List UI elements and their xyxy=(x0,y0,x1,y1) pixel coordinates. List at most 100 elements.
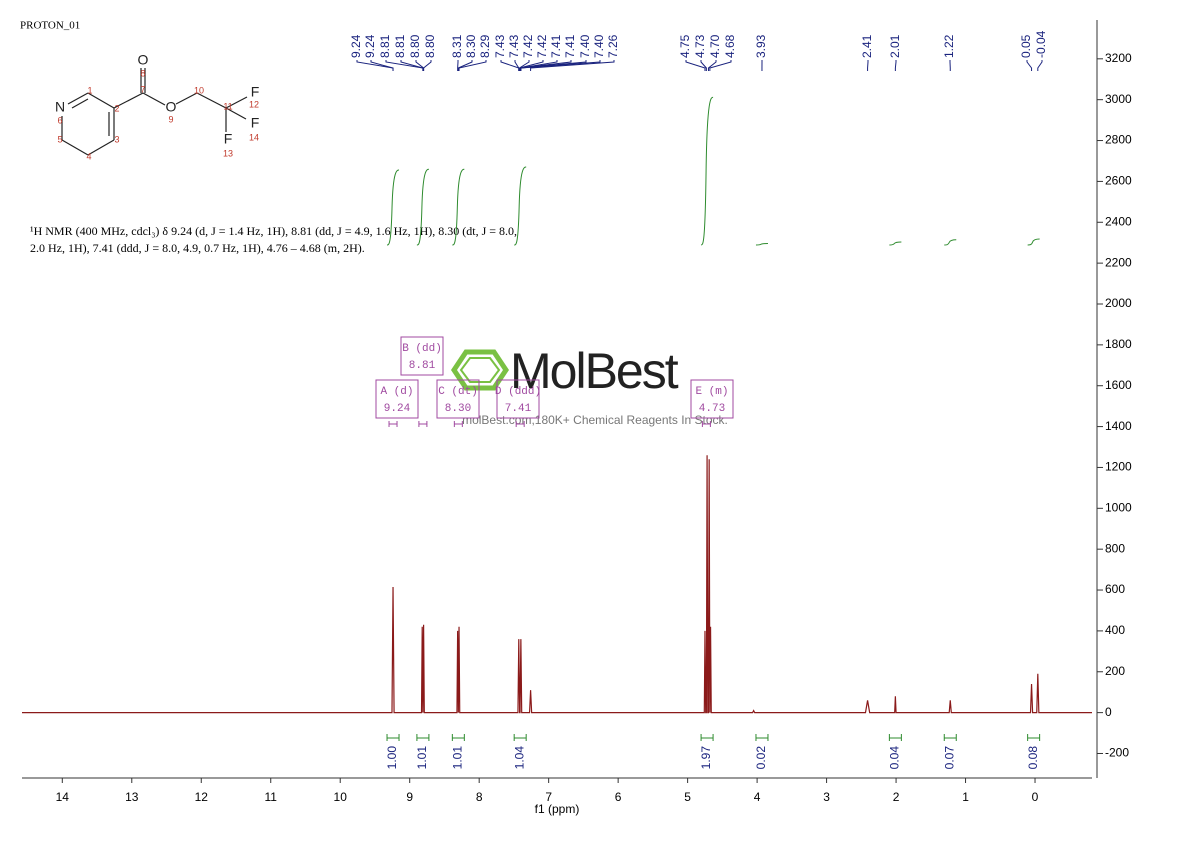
peak-leader xyxy=(457,60,473,71)
multiplet-box xyxy=(375,379,419,419)
y-tick-label: 600 xyxy=(1105,582,1125,596)
peak-label-text: 9.24 xyxy=(349,34,363,58)
peak-label-text: 1.22 xyxy=(942,34,956,58)
peak-leader xyxy=(707,60,717,71)
x-tick-label: 2 xyxy=(893,790,900,804)
multiplet-marker xyxy=(701,421,711,427)
peak-label: 2.01 xyxy=(888,34,902,71)
y-tick-label: 200 xyxy=(1105,664,1125,678)
multiplet-shift: 8.81 xyxy=(409,360,436,372)
x-tick-label: 10 xyxy=(334,790,348,804)
peak-label-text: 7.42 xyxy=(535,34,549,58)
peak-label: 8.30 xyxy=(457,34,478,71)
atom-label: F xyxy=(251,115,260,131)
atom-number: 4 xyxy=(86,151,91,161)
peak-label-text: 4.68 xyxy=(723,34,737,58)
multiplet-label: A (d) xyxy=(380,386,413,398)
x-tick-label: 3 xyxy=(823,790,830,804)
y-tick-label: 1400 xyxy=(1105,419,1132,433)
integral-label: 0.02 xyxy=(754,746,768,770)
peak-leader xyxy=(709,60,732,71)
y-tick-label: 0 xyxy=(1105,705,1112,719)
peak-leader xyxy=(685,60,706,71)
peak-label-text: 2.41 xyxy=(860,34,874,58)
multiplet-box xyxy=(496,379,540,419)
peak-label-text: 8.29 xyxy=(478,34,492,58)
peak-label: 4.73 xyxy=(693,34,707,71)
peak-leader xyxy=(458,60,487,71)
peak-label-text: 9.24 xyxy=(363,34,377,58)
integral-label: 1.04 xyxy=(512,746,526,770)
y-tick-label: 3200 xyxy=(1105,51,1132,65)
peak-leader xyxy=(519,60,572,71)
x-tick-label: 11 xyxy=(265,790,278,804)
x-tick-label: 4 xyxy=(754,790,761,804)
x-tick-label: 9 xyxy=(406,790,413,804)
description: 2.0 Hz, 1H), 7.41 (ddd, J = 8.0, 4.9, 0.… xyxy=(30,241,365,255)
peak-label-text: 8.80 xyxy=(423,34,437,58)
integral-bracket xyxy=(416,734,430,741)
multiplet-shift: 9.24 xyxy=(384,403,411,415)
integral-bracket xyxy=(451,734,465,741)
peak-label-text: 7.40 xyxy=(578,34,592,58)
peak-label-text: 7.43 xyxy=(507,34,521,58)
multiplet-marker xyxy=(453,421,463,427)
atom-number: 13 xyxy=(223,148,233,158)
integral-bracket xyxy=(700,734,714,741)
peak-label: 7.41 xyxy=(519,34,577,71)
peak-label: 8.81 xyxy=(393,34,424,71)
peak-label-text: 8.81 xyxy=(378,34,392,58)
peak-leader xyxy=(894,60,897,71)
x-tick-label: 7 xyxy=(545,790,552,804)
multiplet-shift: 7.41 xyxy=(505,403,532,415)
peak-label-text: 8.80 xyxy=(408,34,422,58)
integral-curve xyxy=(514,166,527,246)
integral-curve xyxy=(944,239,957,246)
atom-number: 12 xyxy=(249,99,259,109)
peak-label: 8.29 xyxy=(458,34,492,71)
peak-leader xyxy=(514,60,520,71)
peak-label: 7.26 xyxy=(530,34,620,71)
atom-number: 6 xyxy=(57,115,62,125)
integral-bracket xyxy=(755,734,769,741)
peak-label-text: 7.26 xyxy=(606,34,620,58)
peak-label-text: 8.81 xyxy=(393,34,407,58)
atom-number: 11 xyxy=(223,101,232,111)
atom-label: O xyxy=(166,99,177,115)
peak-leader xyxy=(1026,60,1033,71)
integral-curve xyxy=(701,96,714,246)
y-tick-label: 2200 xyxy=(1105,255,1132,269)
peak-leader xyxy=(1037,60,1043,71)
integral-curve xyxy=(416,168,429,246)
integral-label: 0.07 xyxy=(942,746,956,770)
peak-label-text: 8.30 xyxy=(464,34,478,58)
y-tick-label: 1800 xyxy=(1105,337,1132,351)
multiplet-shift: 8.30 xyxy=(445,403,471,415)
y-tick-label: 2000 xyxy=(1105,296,1132,310)
peak-label: 3.93 xyxy=(754,34,768,71)
peak-label: 2.41 xyxy=(860,34,874,71)
peak-label: 0.05 xyxy=(1019,34,1033,71)
multiplet-box xyxy=(436,379,480,419)
x-axis-label: f1 (ppm) xyxy=(535,802,580,816)
integral-label: 0.08 xyxy=(1026,746,1040,770)
chart-title: PROTON_01 xyxy=(20,20,80,32)
peak-label: 7.42 xyxy=(518,34,549,71)
peak-label-text: 8.31 xyxy=(450,34,464,58)
atom-label: O xyxy=(138,52,149,68)
integral-label: 1.01 xyxy=(451,746,465,770)
x-tick-label: 6 xyxy=(615,790,622,804)
peak-leader xyxy=(423,60,432,71)
y-tick-label: 800 xyxy=(1105,541,1125,555)
y-tick-label: 1600 xyxy=(1105,378,1132,392)
atom-number: 7 xyxy=(140,84,145,94)
y-tick-label: 2400 xyxy=(1105,214,1132,228)
spectrum-line xyxy=(22,455,1092,714)
peak-leader xyxy=(356,60,394,71)
integral-bracket xyxy=(888,734,902,741)
atom-number: 2 xyxy=(114,103,119,113)
multiplet-marker xyxy=(388,421,398,427)
multiplet-label: E (m) xyxy=(695,386,728,398)
